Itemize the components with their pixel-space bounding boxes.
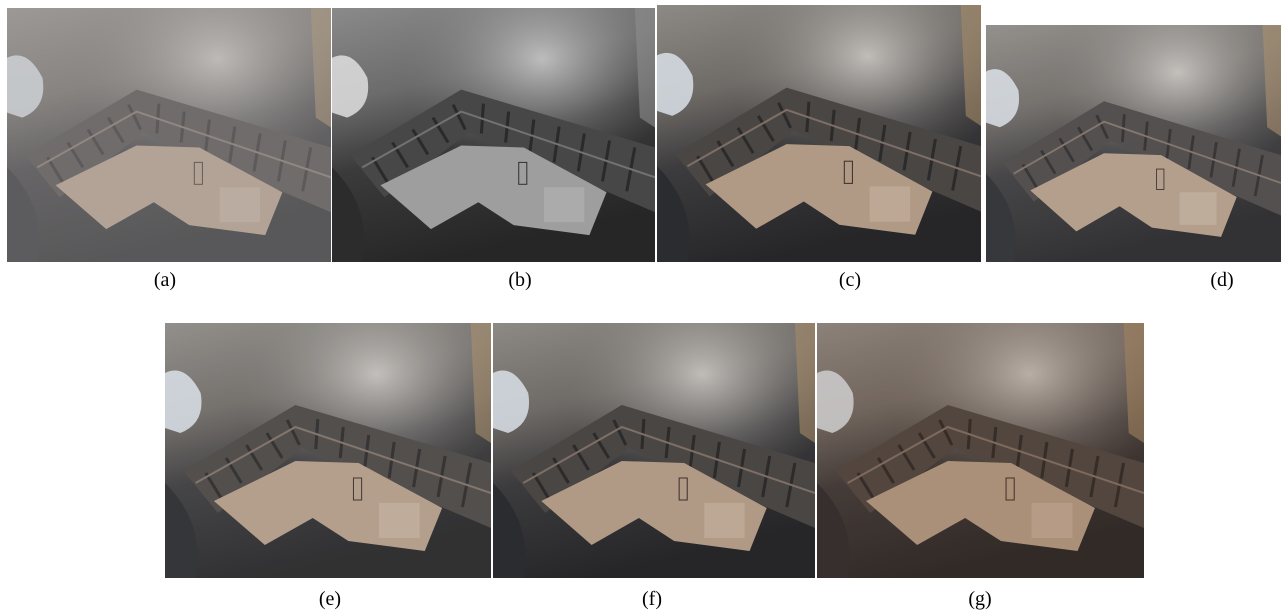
caption: (d) xyxy=(1210,269,1233,292)
image-c xyxy=(657,5,981,262)
figure-page: (a) (b) (c) (d) (e) (f) (g) (() => { con… xyxy=(0,0,1288,614)
image-f xyxy=(493,323,815,578)
image-a xyxy=(7,8,331,262)
image-g xyxy=(817,323,1144,578)
image-d xyxy=(986,25,1281,262)
caption: (g) xyxy=(968,588,991,611)
caption: (f) xyxy=(642,588,662,611)
caption: (c) xyxy=(839,269,861,292)
image-b xyxy=(332,8,655,262)
caption: (e) xyxy=(319,588,341,611)
image-e xyxy=(165,323,491,578)
caption: (b) xyxy=(508,269,531,292)
caption: (a) xyxy=(154,269,176,292)
